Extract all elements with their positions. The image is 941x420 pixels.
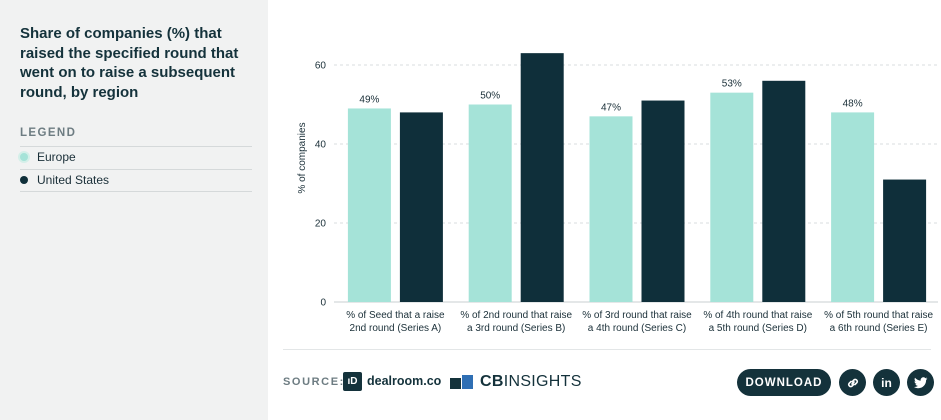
legend-label: United States	[37, 173, 110, 187]
link-icon	[847, 378, 858, 387]
cbinsights-text: CBINSIGHTS	[480, 373, 582, 390]
x-tick-label: % of 2nd round that raise	[460, 310, 572, 321]
bar-united-states[interactable]	[762, 80, 806, 302]
twitter-icon	[913, 376, 927, 388]
data-label: 53%	[722, 79, 742, 90]
data-label: 47%	[601, 102, 621, 113]
cbinsights-logo[interactable]: CBINSIGHTS	[450, 372, 582, 392]
x-tick-label: a 4th round (Series C)	[588, 323, 686, 334]
x-tick-label: 2nd round (Series A)	[350, 323, 442, 334]
x-tick-label: a 3rd round (Series B)	[467, 323, 565, 334]
legend-divider	[20, 191, 252, 192]
source-label: SOURCE:	[283, 376, 345, 388]
bar-europe[interactable]	[468, 104, 512, 303]
y-tick-label: 60	[315, 61, 327, 72]
cbinsights-mark-icon	[450, 375, 473, 389]
bar-united-states[interactable]	[520, 53, 564, 303]
legend-label: Europe	[37, 150, 76, 164]
bar-europe[interactable]	[831, 112, 875, 303]
europe-swatch-icon	[20, 153, 28, 161]
data-label: 50%	[480, 91, 500, 102]
footer-divider	[283, 349, 931, 350]
dealroom-text: dealroom.co	[367, 374, 442, 388]
y-axis-label: % of companies	[297, 122, 308, 193]
y-tick-label: 0	[320, 298, 326, 309]
x-tick-label: % of Seed that a raise	[346, 310, 445, 321]
copy-link-button[interactable]	[839, 369, 866, 396]
legend-item-united-states[interactable]: United States	[20, 169, 252, 192]
y-tick-label: 20	[315, 219, 327, 230]
united-states-swatch-icon	[20, 176, 28, 184]
sidebar-panel: Share of companies (%) that raised the s…	[0, 0, 268, 420]
data-label: 48%	[843, 98, 863, 109]
bar-europe[interactable]	[347, 108, 391, 302]
legend-item-europe[interactable]: Europe	[20, 146, 252, 169]
chart-title: Share of companies (%) that raised the s…	[20, 25, 239, 101]
dealroom-mark-icon: ıD	[343, 371, 362, 391]
x-tick-label: % of 4th round that raise	[703, 310, 812, 321]
twitter-button[interactable]	[907, 369, 934, 396]
legend-heading: LEGEND	[20, 127, 77, 139]
bar-chart: 0 20 40 60 49% % of Seed that a raise 2nd roun…	[297, 53, 938, 334]
linkedin-icon: in	[881, 375, 892, 390]
bar-united-states[interactable]	[399, 112, 443, 303]
dealroom-logo[interactable]: ıD dealroom.co	[343, 371, 441, 391]
y-tick-label: 40	[315, 140, 327, 151]
x-tick-label: a 5th round (Series D)	[709, 323, 807, 334]
x-tick-label: a 6th round (Series E)	[830, 323, 928, 334]
x-tick-label: % of 3rd round that raise	[582, 310, 692, 321]
bar-europe[interactable]	[710, 92, 754, 303]
linkedin-button[interactable]: in	[873, 369, 900, 396]
bar-united-states[interactable]	[883, 179, 927, 302]
bar-united-states[interactable]	[641, 100, 685, 302]
bar-europe[interactable]	[589, 116, 633, 302]
download-button[interactable]: DOWNLOAD	[737, 369, 831, 396]
x-tick-label: % of 5th round that raise	[824, 310, 933, 321]
data-label: 49%	[359, 94, 379, 105]
